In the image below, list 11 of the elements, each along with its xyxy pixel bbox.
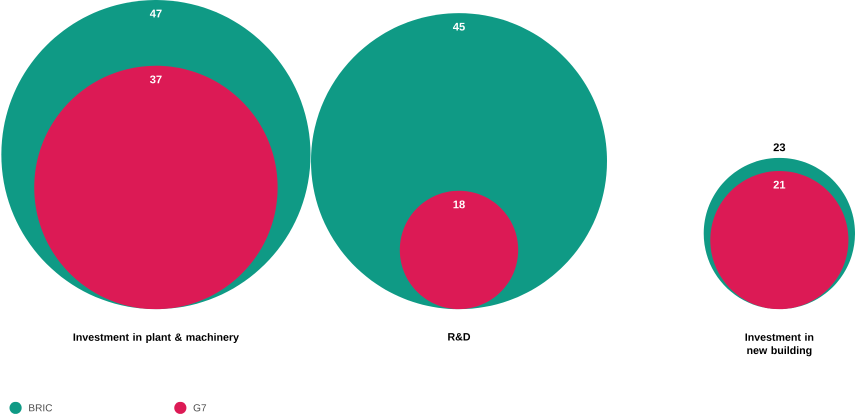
data-label: 18 <box>454 200 465 208</box>
legend-label: BRIC <box>29 404 52 412</box>
data-label: 21 <box>774 180 786 189</box>
data-label: 23 <box>774 143 786 152</box>
data-label: 47 <box>150 10 162 18</box>
category-label: R&D <box>448 333 470 341</box>
data-label: 37 <box>150 76 162 84</box>
data-label: 45 <box>452 22 465 31</box>
category-label: Investment in new building <box>745 333 814 356</box>
legend-label: G7 <box>194 404 206 412</box>
category-label: Investment in plant & machinery <box>74 333 239 344</box>
